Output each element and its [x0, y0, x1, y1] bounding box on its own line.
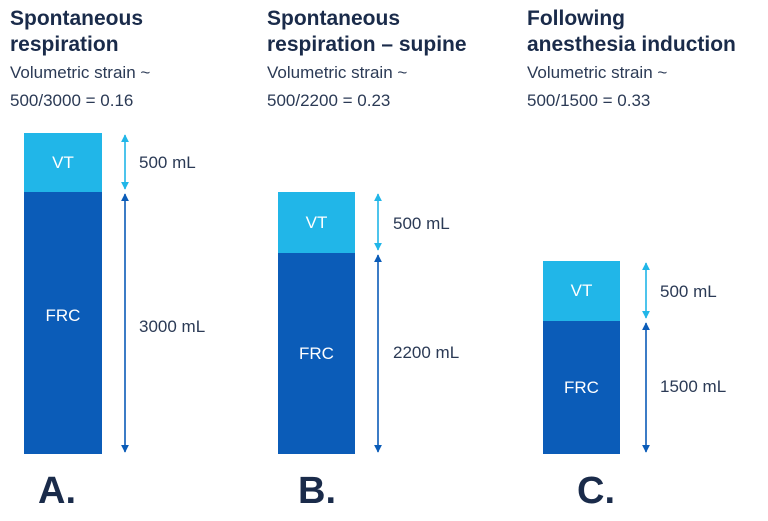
panel-a-vt-block: VT — [24, 133, 102, 192]
panel-b-strain-label: Volumetric strain ~ — [267, 63, 408, 82]
panel-a-frc-label: FRC — [45, 306, 81, 325]
panel-a-frc-block: FRC — [24, 192, 102, 454]
panel-a-vt-volume: 500 mL — [139, 153, 196, 172]
panel-c-title-line2: anesthesia induction — [527, 33, 736, 56]
panel-b-vt-label: VT — [305, 212, 328, 232]
panel-c-vt-volume: 500 mL — [660, 282, 717, 301]
panel-b-strain-value: 500/2200 = 0.23 — [267, 91, 391, 110]
panel-b-letter: B. — [298, 470, 336, 512]
panel-a-title-line2: respiration — [10, 33, 119, 56]
panel-c-title-line1: Following — [527, 7, 625, 30]
panel-a-vt-label: VT — [52, 152, 74, 172]
panel-c-letter: C. — [577, 470, 615, 512]
panel-c-frc-volume: 1500 mL — [660, 377, 727, 396]
panel-a-frc-volume: 3000 mL — [139, 317, 206, 336]
panel-a-strain-value: 500/3000 = 0.16 — [10, 91, 134, 110]
panel-a-letter: A. — [38, 470, 76, 512]
panel-a-strain-label: Volumetric strain ~ — [10, 63, 151, 82]
panel-b-vt-block: VT — [278, 192, 355, 253]
panel-c-frc-label: FRC — [564, 377, 599, 397]
panel-c-vt-label: VT — [570, 281, 593, 300]
panel-c-frc-block: FRC — [543, 321, 620, 454]
panel-a-title-line1: Spontaneous — [10, 7, 144, 30]
panel-b-frc-block: FRC — [278, 253, 355, 454]
panel-b-title-line2: respiration – supine — [267, 33, 467, 56]
panel-c-vt-block: VT — [543, 261, 620, 321]
panel-b-title-line1: Spontaneous — [267, 7, 401, 30]
panel-b-frc-volume: 2200 mL — [393, 343, 460, 362]
panel-c-strain-value: 500/1500 = 0.33 — [527, 91, 651, 110]
panel-b-vt-volume: 500 mL — [393, 214, 450, 233]
panel-b-frc-label: FRC — [299, 343, 334, 363]
panel-c-strain-label: Volumetric strain ~ — [527, 63, 668, 82]
